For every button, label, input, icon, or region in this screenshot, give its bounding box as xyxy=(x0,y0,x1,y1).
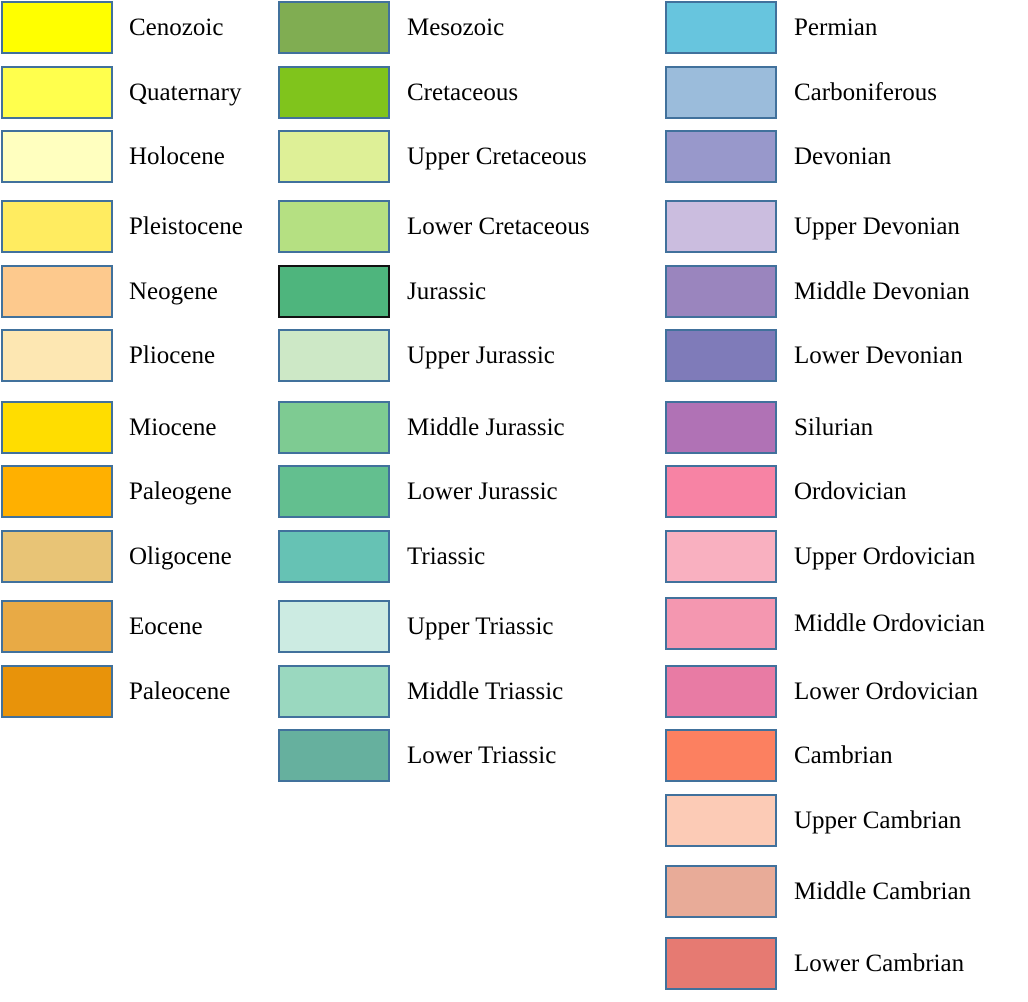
middle-cambrian-label: Middle Cambrian xyxy=(794,878,972,905)
triassic-label: Triassic xyxy=(407,543,486,570)
quaternary-label: Quaternary xyxy=(129,79,242,106)
neogene-label: Neogene xyxy=(129,278,218,305)
upper-devonian-label: Upper Devonian xyxy=(794,213,960,240)
oligocene-label: Oligocene xyxy=(129,543,232,570)
devonian-label: Devonian xyxy=(794,143,892,170)
permian-swatch xyxy=(665,1,777,54)
pliocene-label: Pliocene xyxy=(129,342,216,369)
holocene-swatch xyxy=(1,130,113,183)
upper-triassic-swatch xyxy=(278,600,390,653)
mesozoic-swatch xyxy=(278,1,390,54)
upper-cretaceous-label: Upper Cretaceous xyxy=(407,143,587,170)
pliocene-swatch xyxy=(1,329,113,382)
lower-jurassic-label: Lower Jurassic xyxy=(407,478,558,505)
upper-cambrian-label: Upper Cambrian xyxy=(794,807,962,834)
upper-devonian-swatch xyxy=(665,200,777,253)
upper-ordovician-swatch xyxy=(665,530,777,583)
paleogene-swatch xyxy=(1,465,113,518)
silurian-label: Silurian xyxy=(794,414,874,441)
eocene-swatch xyxy=(1,600,113,653)
lower-devonian-swatch xyxy=(665,329,777,382)
lower-jurassic-swatch xyxy=(278,465,390,518)
paleocene-swatch xyxy=(1,665,113,718)
ordovician-label: Ordovician xyxy=(794,478,907,505)
upper-jurassic-swatch xyxy=(278,329,390,382)
permian-label: Permian xyxy=(794,14,878,41)
carboniferous-swatch xyxy=(665,66,777,119)
triassic-swatch xyxy=(278,530,390,583)
middle-jurassic-label: Middle Jurassic xyxy=(407,414,565,441)
pleistocene-label: Pleistocene xyxy=(129,213,243,240)
lower-cretaceous-label: Lower Cretaceous xyxy=(407,213,590,240)
middle-cambrian-swatch xyxy=(665,865,777,918)
carboniferous-label: Carboniferous xyxy=(794,79,938,106)
lower-devonian-label: Lower Devonian xyxy=(794,342,963,369)
cambrian-swatch xyxy=(665,729,777,782)
miocene-label: Miocene xyxy=(129,414,217,441)
devonian-swatch xyxy=(665,130,777,183)
lower-triassic-swatch xyxy=(278,729,390,782)
cenozoic-swatch xyxy=(1,1,113,54)
cretaceous-label: Cretaceous xyxy=(407,79,519,106)
upper-cretaceous-swatch xyxy=(278,130,390,183)
upper-ordovician-label: Upper Ordovician xyxy=(794,543,976,570)
middle-devonian-label: Middle Devonian xyxy=(794,278,970,305)
pleistocene-swatch xyxy=(1,200,113,253)
mesozoic-label: Mesozoic xyxy=(407,14,505,41)
cambrian-label: Cambrian xyxy=(794,742,893,769)
holocene-label: Holocene xyxy=(129,143,225,170)
oligocene-swatch xyxy=(1,530,113,583)
middle-ordovician-label: Middle Ordovician xyxy=(794,610,985,637)
lower-cretaceous-swatch xyxy=(278,200,390,253)
cretaceous-swatch xyxy=(278,66,390,119)
quaternary-swatch xyxy=(1,66,113,119)
jurassic-label: Jurassic xyxy=(407,278,487,305)
lower-triassic-label: Lower Triassic xyxy=(407,742,557,769)
lower-cambrian-swatch xyxy=(665,937,777,990)
upper-jurassic-label: Upper Jurassic xyxy=(407,342,555,369)
lower-ordovician-label: Lower Ordovician xyxy=(794,678,978,705)
neogene-swatch xyxy=(1,265,113,318)
lower-ordovician-swatch xyxy=(665,665,777,718)
middle-ordovician-swatch xyxy=(665,597,777,650)
middle-jurassic-swatch xyxy=(278,401,390,454)
middle-triassic-swatch xyxy=(278,665,390,718)
lower-cambrian-label: Lower Cambrian xyxy=(794,950,965,977)
middle-triassic-label: Middle Triassic xyxy=(407,678,564,705)
paleocene-label: Paleocene xyxy=(129,678,231,705)
jurassic-swatch xyxy=(278,265,390,318)
silurian-swatch xyxy=(665,401,777,454)
middle-devonian-swatch xyxy=(665,265,777,318)
cenozoic-label: Cenozoic xyxy=(129,14,224,41)
upper-triassic-label: Upper Triassic xyxy=(407,613,554,640)
miocene-swatch xyxy=(1,401,113,454)
upper-cambrian-swatch xyxy=(665,794,777,847)
ordovician-swatch xyxy=(665,465,777,518)
eocene-label: Eocene xyxy=(129,613,203,640)
paleogene-label: Paleogene xyxy=(129,478,232,505)
